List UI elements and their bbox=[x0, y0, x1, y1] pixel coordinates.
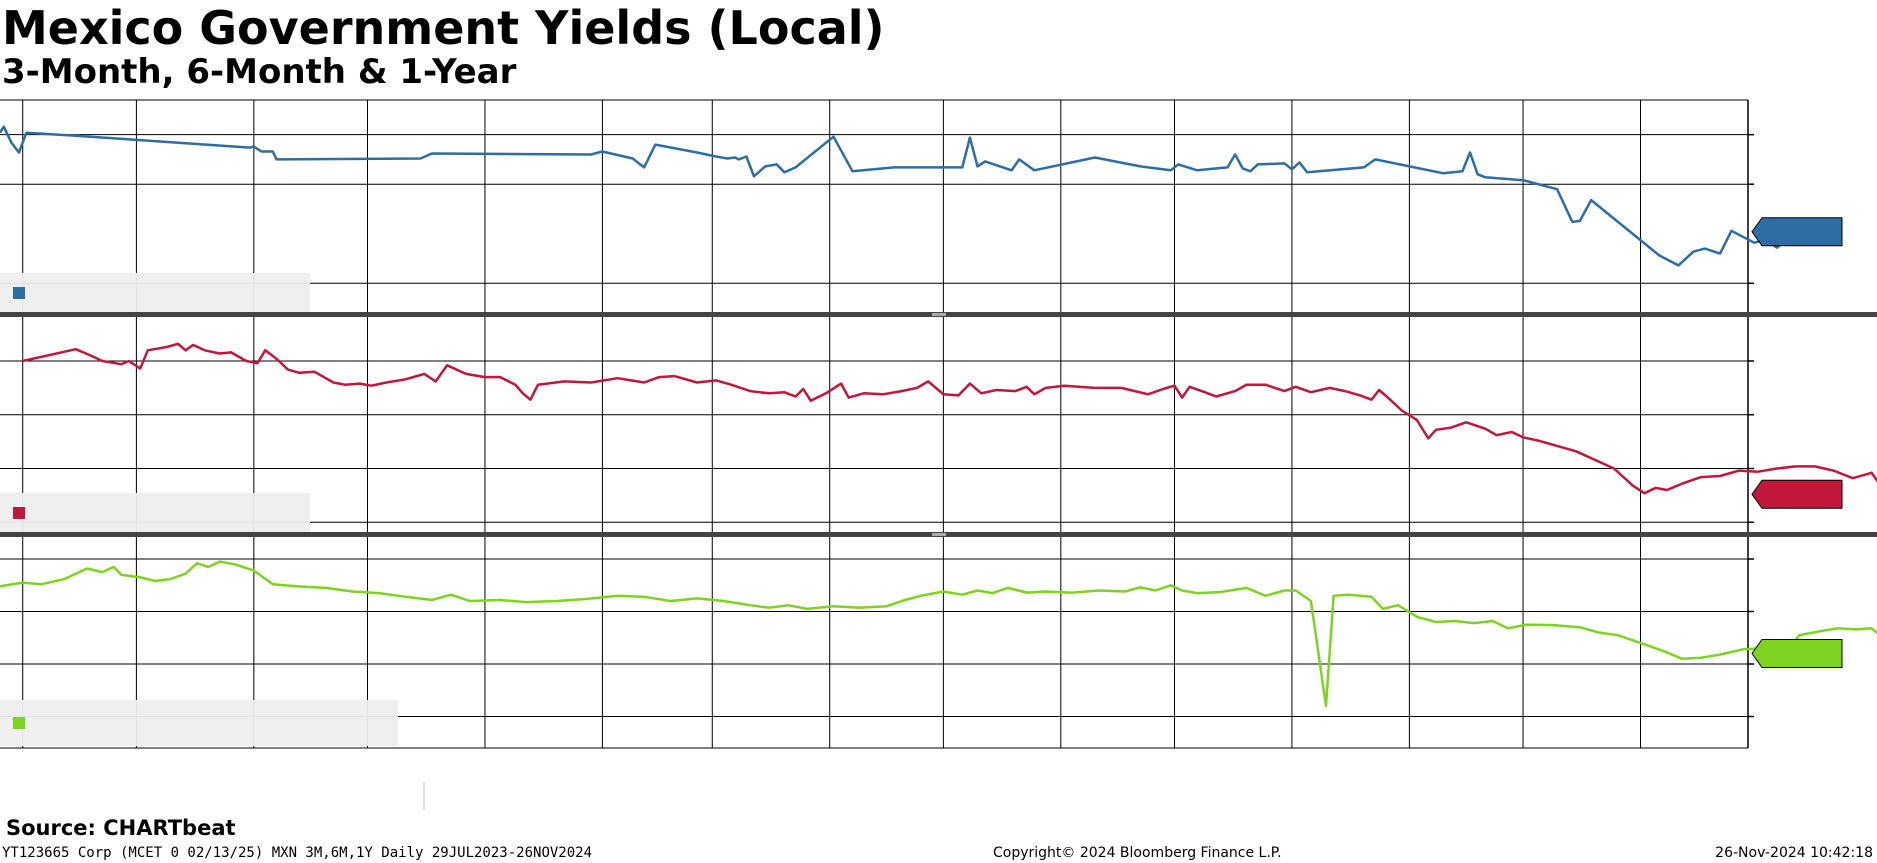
last-value-tag bbox=[1751, 639, 1843, 668]
footer-timestamp: 26-Nov-2024 10:42:18 bbox=[1715, 845, 1873, 861]
legend-box bbox=[0, 700, 398, 746]
footer-copyright: Copyright© 2024 Bloomberg Finance L.P. bbox=[993, 845, 1282, 861]
legend-swatch bbox=[13, 717, 25, 729]
legend-swatch bbox=[13, 507, 25, 519]
series-line-6m bbox=[22, 342, 1877, 495]
source-label: Source: CHARTbeat bbox=[6, 816, 236, 840]
chart-subtitle: 3-Month, 6-Month & 1-Year bbox=[2, 52, 517, 92]
series-line-1y bbox=[0, 560, 1877, 708]
last-value-tag bbox=[1751, 479, 1843, 509]
legend-box bbox=[0, 273, 310, 313]
separator-handle bbox=[932, 313, 946, 316]
chart-title: Mexico Government Yields (Local) bbox=[2, 1, 885, 55]
series-line-3m bbox=[0, 125, 1816, 267]
footer-security-info: YT123665 Corp (MCET 0 02/13/25) MXN 3M,6… bbox=[2, 845, 593, 861]
legend-swatch bbox=[13, 287, 25, 299]
last-value-tag bbox=[1751, 217, 1843, 247]
separator-handle bbox=[932, 533, 946, 536]
legend-box bbox=[0, 493, 310, 533]
